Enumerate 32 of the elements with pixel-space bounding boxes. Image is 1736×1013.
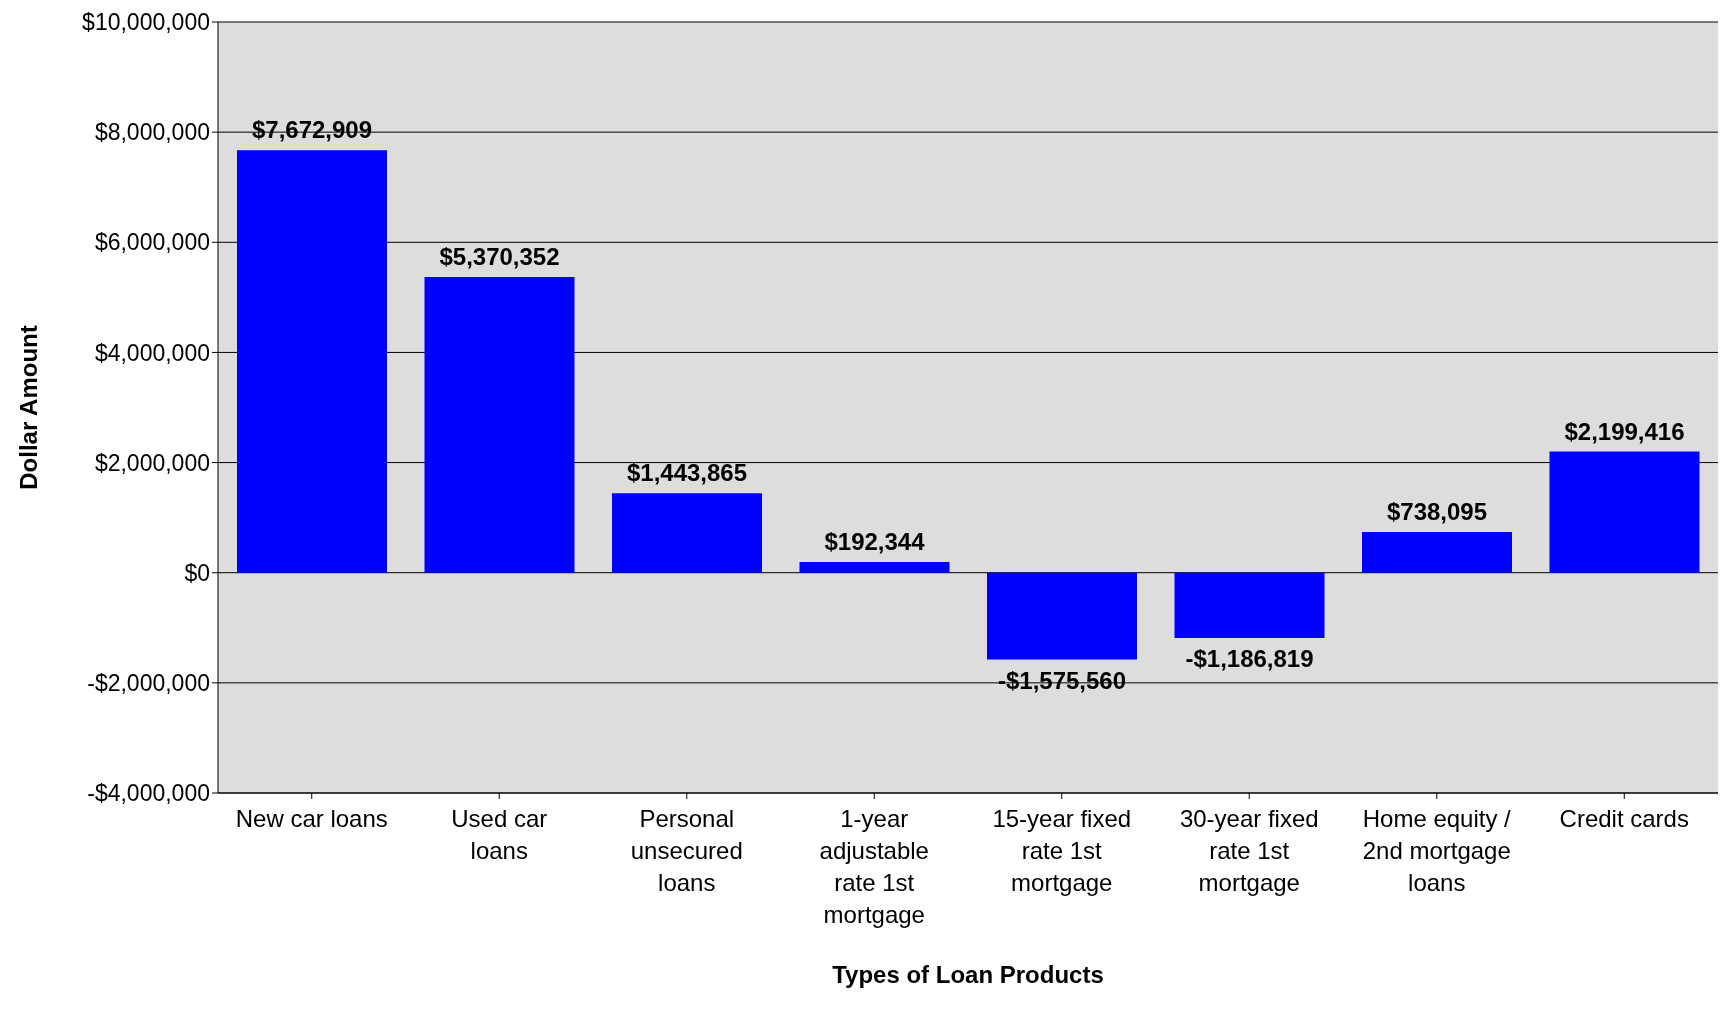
bar	[612, 493, 762, 573]
data-label: $2,199,416	[1564, 417, 1685, 445]
data-label: -$1,186,819	[1185, 645, 1314, 673]
bar	[799, 562, 950, 573]
data-label: $1,443,865	[626, 459, 748, 487]
bar	[424, 276, 575, 573]
bar	[987, 572, 1137, 660]
y-tick-label: -$2,000,000	[87, 670, 210, 697]
x-tick-label: Credit cards	[1559, 805, 1689, 832]
x-axis-title: Types of Loan Products	[832, 961, 1104, 988]
bar	[1174, 572, 1325, 639]
data-label: $192,344	[824, 528, 926, 556]
y-tick-label: $4,000,000	[94, 339, 210, 366]
y-tick-label: $0	[184, 559, 210, 586]
x-tick-label: 15-year fixed rate 1st mortgage	[992, 805, 1132, 896]
x-tick-label: New car loans	[235, 805, 388, 832]
x-tick-label: 1-year adjustable rate 1st mortgage	[819, 805, 929, 928]
data-label: $738,095	[1386, 498, 1488, 526]
y-axis-title: Dollar Amount	[14, 325, 42, 490]
bar	[237, 150, 387, 573]
x-tick-label: Used car loans	[451, 805, 548, 864]
x-tick-label: Personal unsecured loans	[630, 805, 743, 896]
bar	[1362, 532, 1512, 573]
y-tick-label: $2,000,000	[94, 449, 210, 476]
y-tick-label: $10,000,000	[82, 9, 210, 36]
data-label: $5,370,352	[439, 242, 560, 270]
x-tick-label: Home equity / 2nd mortgage loans	[1362, 805, 1512, 896]
y-tick-label: $8,000,000	[94, 119, 210, 146]
bar	[1549, 451, 1700, 573]
y-tick-label: $6,000,000	[94, 229, 210, 256]
y-tick-label: -$4,000,000	[87, 780, 210, 807]
x-tick-label: 30-year fixed rate 1st mortgage	[1179, 805, 1319, 896]
